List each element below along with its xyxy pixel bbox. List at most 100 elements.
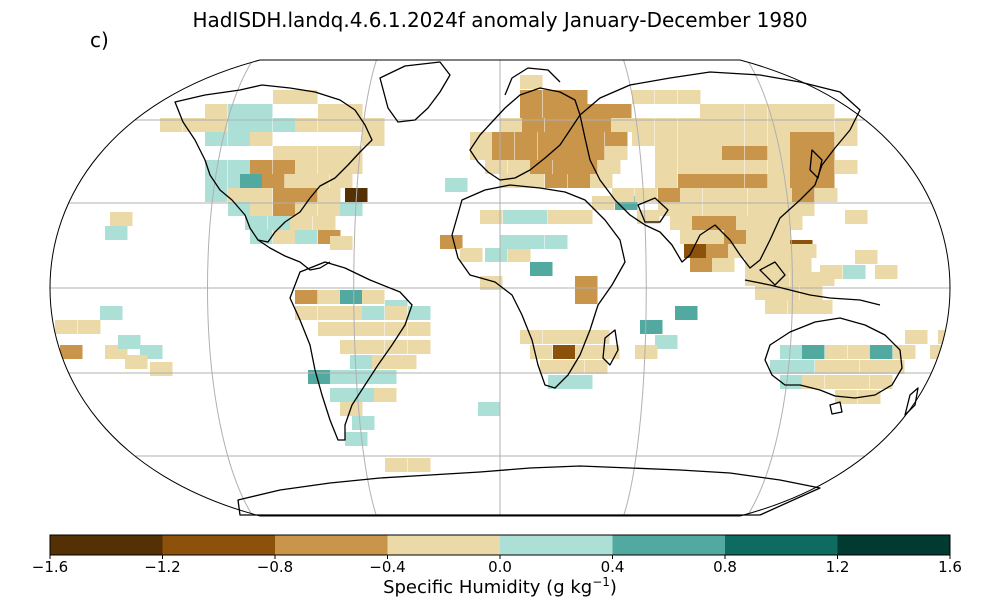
anomaly-cell xyxy=(340,118,363,132)
anomaly-cell xyxy=(802,345,825,359)
anomaly-cell xyxy=(692,216,715,230)
anomaly-cell xyxy=(538,132,561,146)
anomaly-cell xyxy=(770,188,793,202)
anomaly-cell xyxy=(746,230,769,244)
colorbar-tick-label: −0.4 xyxy=(369,558,406,576)
anomaly-cell xyxy=(553,345,576,359)
anomaly-cell xyxy=(745,146,768,160)
anomaly-cell xyxy=(500,118,523,132)
anomaly-cell xyxy=(55,320,78,334)
anomaly-cell xyxy=(250,230,273,244)
anomaly-cell xyxy=(318,290,341,304)
anomaly-cell xyxy=(394,355,417,369)
anomaly-cell xyxy=(262,174,285,188)
anomaly-cell xyxy=(790,174,813,188)
anomaly-cell xyxy=(632,132,655,146)
anomaly-cell xyxy=(700,174,723,188)
anomaly-cell xyxy=(228,160,251,174)
anomaly-cell xyxy=(492,132,515,146)
anomaly-cell xyxy=(745,272,768,286)
anomaly-cell xyxy=(745,132,768,146)
anomaly-cell xyxy=(352,370,375,384)
anomaly-cell xyxy=(768,174,791,188)
anomaly-cell xyxy=(788,300,811,314)
anomaly-cell xyxy=(273,230,296,244)
anomaly-cell xyxy=(508,160,531,174)
anomaly-cell xyxy=(362,306,385,320)
colorbar-bin xyxy=(162,535,275,555)
anomaly-cell xyxy=(295,306,318,320)
anomaly-cell xyxy=(100,306,123,320)
anomaly-cell xyxy=(792,202,815,216)
anomaly-cell xyxy=(655,146,678,160)
anomaly-cell xyxy=(290,216,313,230)
longitude-gridline xyxy=(739,60,793,516)
anomaly-cell xyxy=(745,118,768,132)
anomaly-cell xyxy=(812,160,835,174)
anomaly-cell xyxy=(250,202,273,216)
anomaly-cell xyxy=(374,388,397,402)
anomaly-cell xyxy=(318,146,341,160)
anomaly-cell xyxy=(690,258,713,272)
longitude-gridline xyxy=(619,60,647,516)
anomaly-cell xyxy=(637,210,660,224)
anomaly-cell xyxy=(500,235,523,249)
anomaly-cell xyxy=(295,146,318,160)
anomaly-cell xyxy=(640,320,663,334)
anomaly-cell xyxy=(684,244,707,258)
anomaly-cell xyxy=(515,132,538,146)
anomaly-cell xyxy=(780,216,803,230)
anomaly-cell xyxy=(848,345,871,359)
anomaly-cell xyxy=(587,104,610,118)
anomaly-cell xyxy=(938,330,950,344)
anomaly-cell xyxy=(245,216,268,230)
anomaly-cell xyxy=(228,118,251,132)
anomaly-cell xyxy=(678,146,701,160)
anomaly-cell xyxy=(560,146,583,160)
anomaly-cell xyxy=(540,360,563,374)
anomaly-cell xyxy=(722,160,745,174)
anomaly-cell xyxy=(835,132,858,146)
anomaly-cell xyxy=(330,388,353,402)
anomaly-cell xyxy=(445,178,468,192)
anomaly-cell xyxy=(780,345,803,359)
anomaly-cell xyxy=(522,235,545,249)
anomaly-cell xyxy=(575,345,598,359)
anomaly-cell xyxy=(273,202,296,216)
anomaly-cell xyxy=(722,104,745,118)
anomaly-cell xyxy=(374,370,397,384)
anomaly-cell xyxy=(767,258,790,272)
anomaly-cell xyxy=(855,250,878,264)
anomaly-cell xyxy=(703,188,726,202)
anomaly-cell xyxy=(745,174,768,188)
anomaly-cell xyxy=(548,210,571,224)
anomaly-cell xyxy=(810,300,833,314)
colorbar-bin xyxy=(500,535,613,555)
anomaly-cell xyxy=(515,146,538,160)
colorbar-bin xyxy=(275,535,388,555)
anomaly-cell xyxy=(520,104,543,118)
anomaly-cell xyxy=(470,146,493,160)
anomaly-cell xyxy=(598,160,621,174)
anomaly-cell xyxy=(440,235,463,249)
anomaly-cell xyxy=(250,188,273,202)
colorbar-tick-label: −0.8 xyxy=(256,558,294,576)
colorbar-bin xyxy=(725,535,838,555)
anomaly-cell xyxy=(700,146,723,160)
colorbar-tick-label: 0.0 xyxy=(488,558,512,576)
anomaly-cell xyxy=(508,248,531,262)
anomaly-cell xyxy=(362,290,385,304)
anomaly-cell xyxy=(722,132,745,146)
map-title: HadISDH.landq.4.6.1.2024f anomaly Januar… xyxy=(192,8,808,32)
anomaly-cell xyxy=(700,160,723,174)
anomaly-cell xyxy=(565,104,588,118)
anomaly-cell xyxy=(408,322,431,336)
anomaly-cell xyxy=(340,104,363,118)
anomaly-cell xyxy=(228,132,251,146)
colorbar-frame xyxy=(49,534,951,556)
colorbar-tick-label: 0.8 xyxy=(713,558,737,576)
anomaly-cell xyxy=(655,118,678,132)
anomaly-cell xyxy=(655,90,678,104)
anomaly-cell xyxy=(340,322,363,336)
anomaly-cell xyxy=(575,276,598,290)
